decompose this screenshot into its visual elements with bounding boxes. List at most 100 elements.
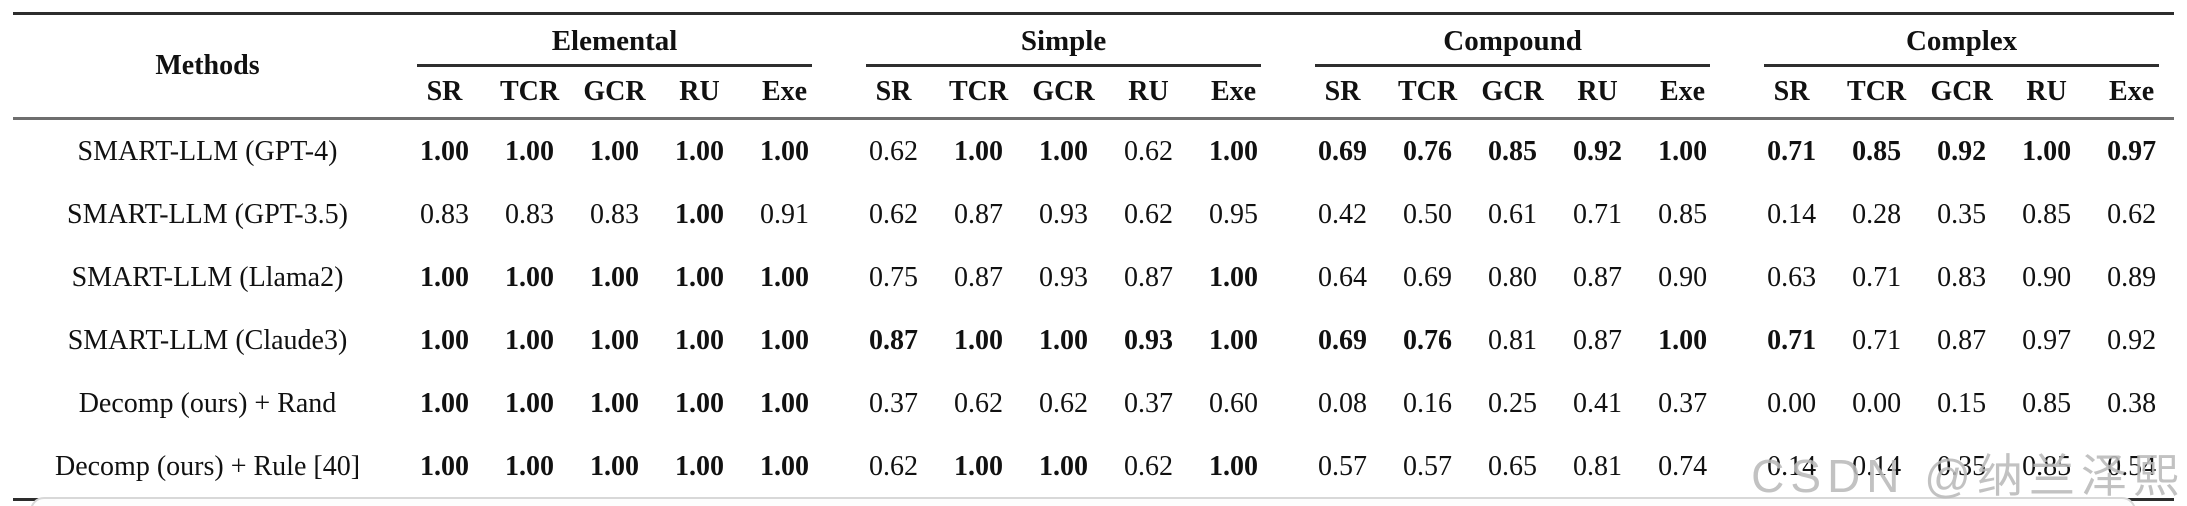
metric-value: 0.50	[1403, 198, 1453, 230]
metric-value: 1.00	[402, 435, 487, 501]
metric-header-tcr: TCR	[487, 67, 572, 120]
table-body: SMART-LLM (GPT-4) 1.00 1.00 1.00 1.00 1.00 0.6…	[13, 119, 2175, 501]
metric-value: 0.81	[1488, 324, 1538, 356]
metric-value: 0.35	[1919, 435, 2005, 501]
column-gap	[1725, 12, 1750, 120]
metric-value: 1.00	[760, 135, 810, 167]
metric-header-sr: SR	[402, 67, 487, 120]
results-table: Methods Elemental Simple Compound Complex SR T…	[13, 12, 2175, 501]
metric-value: 0.85	[1658, 198, 1708, 230]
metric-value: 0.83	[505, 198, 554, 230]
metric-value: 1.00	[420, 324, 469, 356]
metric-header-gcr: GCR	[572, 67, 657, 120]
metric-value: 1.00	[505, 261, 554, 293]
metric-value: 0.60	[1209, 387, 1259, 419]
metric-value: 0.87	[1124, 261, 1174, 293]
column-gap	[1276, 183, 1300, 246]
metric-value: 0.87	[1573, 261, 1623, 293]
metric-header-exe: Exe	[1640, 67, 1726, 120]
column-gap	[827, 119, 851, 184]
metric-value: 0.08	[1318, 387, 1368, 419]
table-row: SMART-LLM (Llama2) 1.00 1.00 1.00 1.00 1.00 0.…	[13, 246, 2174, 309]
metric-value: 0.00	[1767, 387, 1817, 419]
metric-value: 0.93	[1124, 324, 1174, 356]
metric-value: 1.00	[1209, 324, 1259, 356]
method-name: Decomp (ours) + Rand	[78, 387, 337, 419]
metric-value: 0.64	[1318, 261, 1368, 293]
metric-value: 1.00	[505, 387, 554, 419]
metric-header-ru: RU	[2004, 67, 2090, 120]
metric-header-sr: SR	[851, 67, 937, 120]
metric-value: 1.00	[936, 435, 1022, 501]
table-row: SMART-LLM (Claude3) 1.00 1.00 1.00 1.00 1.00 0…	[13, 309, 2174, 372]
metric-value: 0.93	[1039, 261, 1089, 293]
metric-value: 0.97	[2022, 324, 2072, 356]
metric-header-gcr: GCR	[1470, 67, 1556, 120]
metric-value: 1.00	[572, 435, 657, 501]
metric-value: 0.63	[1767, 261, 1817, 293]
metric-value: 0.62	[1124, 198, 1174, 230]
metric-value: 0.69	[1318, 135, 1368, 167]
metric-value: 1.00	[675, 324, 724, 356]
metric-header-gcr: GCR	[1919, 67, 2005, 120]
metric-value: 0.85	[1852, 135, 1902, 167]
metric-value: 1.00	[590, 387, 639, 419]
metric-header-tcr: TCR	[1385, 67, 1471, 120]
metric-value: 0.62	[869, 198, 919, 230]
metric-value: 1.00	[2022, 135, 2072, 167]
cmidrule-line	[417, 64, 813, 67]
metric-header-exe: Exe	[2089, 67, 2175, 120]
metric-header-ru: RU	[1555, 67, 1641, 120]
metric-value: 0.87	[869, 324, 919, 356]
group-label: Simple	[1020, 24, 1107, 57]
metric-value: 1.00	[742, 435, 828, 501]
metric-value: 0.62	[1106, 435, 1192, 501]
metric-value: 0.76	[1403, 324, 1453, 356]
metric-value: 0.15	[1937, 387, 1987, 419]
metric-value: 0.65	[1470, 435, 1556, 501]
metric-value: 0.90	[2022, 261, 2072, 293]
metric-value: 1.00	[590, 324, 639, 356]
method-name: SMART-LLM (Llama2)	[71, 261, 344, 293]
group-header-row: Methods Elemental Simple Compound Complex	[13, 12, 2175, 120]
metric-value: 0.69	[1403, 261, 1453, 293]
metric-value: 0.75	[869, 261, 919, 293]
column-gap	[1276, 246, 1300, 309]
column-gap	[1725, 372, 1749, 435]
metric-header-sr: SR	[1749, 67, 1835, 120]
metric-value: 1.00	[760, 324, 810, 356]
metric-value: 0.37	[1124, 387, 1174, 419]
metric-value: 1.00	[675, 198, 724, 230]
metric-value: 0.25	[1488, 387, 1538, 419]
metric-header-sr: SR	[1300, 67, 1386, 120]
column-gap	[1276, 309, 1300, 372]
metric-value: 1.00	[1209, 135, 1259, 167]
metric-value: 0.57	[1300, 435, 1386, 501]
metric-value: 1.00	[590, 261, 639, 293]
metric-value: 1.00	[1191, 435, 1277, 501]
metric-value: 1.00	[675, 261, 724, 293]
metric-value: 1.00	[760, 387, 810, 419]
metric-value: 0.54	[2089, 435, 2175, 501]
metric-header-row: SR TCR GCR RU Exe SR TCR GCR RU Exe SR TCR GCR RU Exe S…	[13, 67, 2175, 120]
metric-value: 0.62	[1124, 135, 1174, 167]
metric-value: 1.00	[505, 135, 554, 167]
metric-value: 0.14	[1834, 435, 1920, 501]
metric-value: 1.00	[1039, 324, 1089, 356]
column-gap	[827, 183, 851, 246]
metric-value: 0.87	[1573, 324, 1623, 356]
metric-value: 1.00	[1021, 435, 1107, 501]
column-gap	[827, 435, 852, 501]
group-label: Complex	[1905, 24, 2018, 57]
metric-value: 0.97	[2107, 135, 2157, 167]
csdn-watermark: CSDN @纳兰泽熙	[1751, 450, 2185, 502]
metric-value: 1.00	[675, 135, 724, 167]
metric-value: 0.74	[1640, 435, 1726, 501]
metric-value: 0.41	[1573, 387, 1623, 419]
metric-value: 0.37	[1658, 387, 1708, 419]
metric-value: 0.87	[954, 198, 1004, 230]
metric-value: 0.57	[1385, 435, 1471, 501]
column-gap	[1725, 435, 1750, 501]
metric-value: 1.00	[1658, 135, 1708, 167]
